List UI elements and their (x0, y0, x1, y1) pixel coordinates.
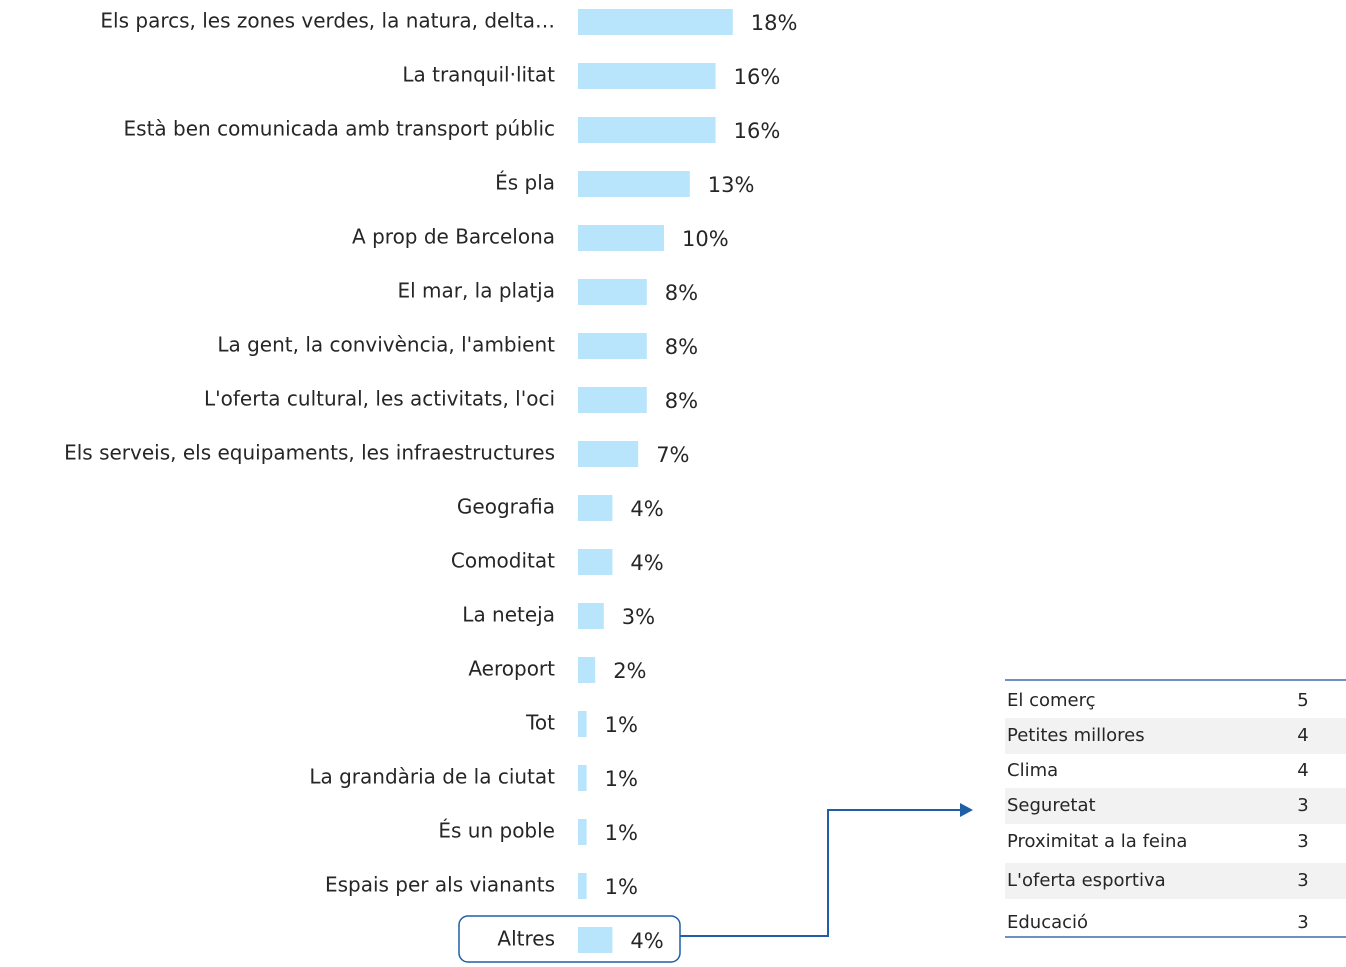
table-cell: 3 (1297, 912, 1308, 933)
table-row-band (1005, 863, 1346, 899)
table-cell: 3 (1297, 831, 1308, 852)
table-cell: 5 (1297, 690, 1308, 711)
category-label: El mar, la platja (397, 279, 555, 303)
arrow-head (960, 803, 973, 817)
table-cell: Petites millores (1007, 725, 1145, 746)
table-row-band (1005, 788, 1346, 824)
category-label: Els parcs, les zones verdes, la natura, … (100, 9, 555, 33)
category-label: És pla (495, 171, 555, 195)
category-label: Està ben comunicada amb transport públic (124, 117, 555, 141)
table-cell: El comerç (1007, 690, 1096, 711)
category-label: A prop de Barcelona (352, 225, 555, 249)
table-cell: Educació (1007, 912, 1088, 933)
category-label: Tot (525, 711, 555, 735)
category-label: Aeroport (468, 657, 555, 681)
table-cell: L'oferta esportiva (1007, 870, 1166, 891)
bar (578, 387, 647, 413)
value-label: 18% (751, 11, 798, 35)
category-label: És un poble (438, 819, 555, 843)
category-label: Geografia (457, 495, 555, 519)
bar (578, 63, 716, 89)
bar (578, 657, 596, 683)
table-cell: Clima (1007, 760, 1058, 781)
category-label: La tranquil·litat (402, 63, 555, 87)
bar (578, 603, 604, 629)
value-label: 16% (734, 65, 781, 89)
table-cell: 3 (1297, 870, 1308, 891)
connector (680, 809, 962, 937)
bar (578, 333, 647, 359)
category-label: La gent, la convivència, l'ambient (217, 333, 555, 357)
bar (578, 171, 690, 197)
bar (578, 711, 587, 737)
bar (578, 279, 647, 305)
value-label: 4% (630, 497, 663, 521)
value-label: 4% (630, 551, 663, 575)
value-label: 4% (630, 929, 663, 953)
category-label: L'oferta cultural, les activitats, l'oci (204, 387, 555, 411)
value-label: 1% (605, 821, 638, 845)
category-label: Altres (497, 927, 555, 951)
category-label: Els serveis, els equipaments, les infrae… (64, 441, 555, 465)
value-label: 16% (734, 119, 781, 143)
table-cell: Seguretat (1007, 795, 1096, 816)
bar (578, 927, 613, 953)
value-label: 8% (665, 335, 698, 359)
value-label: 8% (665, 281, 698, 305)
bar (578, 765, 587, 791)
value-label: 7% (656, 443, 689, 467)
bar (578, 225, 664, 251)
highlight-box (458, 915, 681, 963)
value-label: 10% (682, 227, 729, 251)
bar (578, 441, 639, 467)
bar (578, 873, 587, 899)
value-label: 1% (605, 767, 638, 791)
category-label: La grandària de la ciutat (309, 765, 555, 789)
table-cell: Proximitat a la feina (1007, 831, 1187, 852)
table-cell: 4 (1297, 725, 1308, 746)
bar (578, 117, 716, 143)
value-label: 3% (622, 605, 655, 629)
table-cell: 3 (1297, 795, 1308, 816)
value-label: 1% (605, 713, 638, 737)
value-label: 1% (605, 875, 638, 899)
table-row-band (1005, 718, 1346, 754)
bar (578, 819, 587, 845)
bar (578, 549, 613, 575)
table-cell: 4 (1297, 760, 1308, 781)
bar (578, 9, 733, 35)
value-label: 2% (613, 659, 646, 683)
category-label: Comoditat (451, 549, 555, 573)
bar (578, 495, 613, 521)
value-label: 13% (708, 173, 755, 197)
category-label: Espais per als vianants (325, 873, 555, 897)
value-label: 8% (665, 389, 698, 413)
category-label: La neteja (462, 603, 555, 627)
